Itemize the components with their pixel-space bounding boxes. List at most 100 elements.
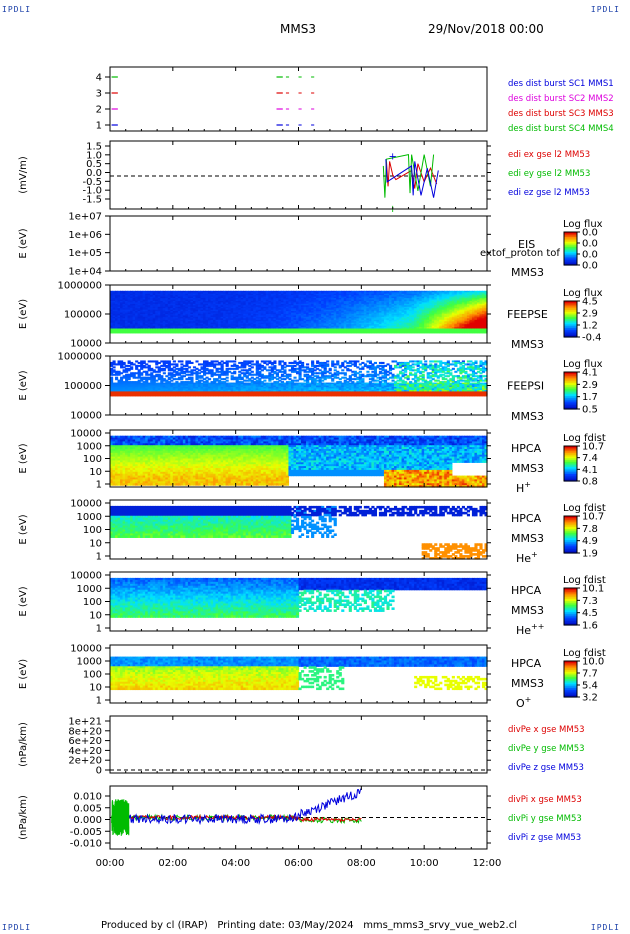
heatmap-cell <box>298 290 302 293</box>
heatmap-cell <box>187 296 192 299</box>
heatmap-cell <box>285 312 290 315</box>
heatmap-cell <box>145 314 149 317</box>
heatmap-cell <box>366 314 370 317</box>
heatmap-cell <box>258 303 262 306</box>
heatmap-cell <box>288 293 292 296</box>
heatmap-cell <box>363 322 367 325</box>
heatmap-cell <box>311 311 315 314</box>
heatmap-cell <box>165 327 169 330</box>
heatmap-cell <box>150 303 154 306</box>
heatmap-cell <box>245 315 249 318</box>
colorbar-eis-swatch <box>564 255 577 258</box>
heatmap-cell <box>223 311 227 314</box>
heatmap-cell <box>225 321 229 324</box>
heatmap-cell <box>295 315 300 318</box>
heatmap-cell <box>223 290 227 293</box>
heatmap-cell <box>245 292 249 295</box>
heatmap-cell <box>250 302 254 305</box>
heatmap-cell <box>152 305 156 308</box>
heatmap-cell <box>223 324 227 327</box>
heatmap-cell <box>172 312 176 315</box>
heatmap-cell <box>175 308 179 311</box>
heatmap-cell <box>243 296 247 299</box>
heatmap-cell <box>170 318 174 321</box>
heatmap-cell <box>228 331 232 334</box>
heatmap-cell <box>172 298 176 301</box>
heatmap-cell <box>308 329 312 332</box>
heatmap-cell <box>388 293 393 296</box>
colorbar-eis-title: Log flux <box>563 219 603 230</box>
heatmap-cell <box>371 319 375 322</box>
heatmap-cell <box>280 306 285 309</box>
heatmap-cell <box>366 306 370 309</box>
y-title-feepse: E (eV) <box>18 299 29 329</box>
heatmap-cell <box>253 328 257 331</box>
heatmap-cell <box>205 306 209 309</box>
heatmap-cell <box>283 327 287 330</box>
heatmap-cell <box>283 331 287 334</box>
heatmap-cell <box>182 303 186 306</box>
heatmap-cell <box>303 299 307 302</box>
y-tick-label-burst: 4 <box>96 73 102 84</box>
heatmap-cell <box>125 321 129 324</box>
heatmap-cell <box>190 299 194 302</box>
heatmap-cell <box>273 312 277 315</box>
heatmap-cell <box>248 321 252 324</box>
heatmap-cell <box>187 325 192 328</box>
heatmap-cell <box>162 331 166 334</box>
heatmap-cell <box>187 322 192 325</box>
heatmap-cell <box>197 325 202 328</box>
heatmap-cell <box>353 309 357 312</box>
heatmap-cell <box>205 293 209 296</box>
heatmap-cell <box>295 328 300 331</box>
heatmap-cell <box>285 306 290 309</box>
heatmap-cell <box>243 300 247 303</box>
heatmap-cell <box>388 331 393 334</box>
heatmap-cell <box>235 322 239 325</box>
heatmap-cell <box>197 331 202 334</box>
heatmap-cell <box>208 293 212 296</box>
heatmap-cell <box>202 296 207 299</box>
heatmap-cell <box>373 324 378 327</box>
heatmap-cell <box>180 322 184 325</box>
heatmap-cell <box>120 298 124 301</box>
heatmap-cell <box>225 292 229 295</box>
heatmap-cell <box>157 327 161 330</box>
heatmap-cell <box>192 329 197 332</box>
heatmap-cell <box>351 306 355 309</box>
heatmap-cell <box>228 300 232 303</box>
heatmap-cell <box>167 290 171 293</box>
heatmap-cell <box>341 308 345 311</box>
heatmap-cell <box>376 325 380 328</box>
heatmap-cell <box>326 290 330 293</box>
heatmap-cell <box>265 308 269 311</box>
heatmap-cell <box>323 314 327 317</box>
heatmap-cell <box>341 300 345 303</box>
heatmap-cell <box>127 325 131 328</box>
heatmap-cell <box>285 300 290 303</box>
heatmap-cell <box>263 325 267 328</box>
heatmap-cell <box>311 306 315 309</box>
heatmap-cell <box>162 306 166 309</box>
heatmap-cell <box>228 295 232 298</box>
heatmap-cell <box>306 311 310 314</box>
heatmap-cell <box>283 305 287 308</box>
heatmap-cell <box>220 331 224 334</box>
heatmap-cell <box>228 312 232 315</box>
heatmap-cell <box>190 324 194 327</box>
heatmap-cell <box>368 292 372 295</box>
heatmap-cell <box>263 295 267 298</box>
heatmap-cell <box>343 328 347 331</box>
heatmap-cell <box>313 314 317 317</box>
heatmap-cell <box>356 325 360 328</box>
heatmap-cell <box>162 309 166 312</box>
heatmap-cell <box>160 327 164 330</box>
heatmap-cell <box>283 316 287 319</box>
heatmap-cell <box>230 325 234 328</box>
heatmap-cell <box>288 302 292 305</box>
heatmap-cell <box>331 322 335 325</box>
heatmap-cell <box>152 302 156 305</box>
heatmap-cell <box>308 324 312 327</box>
heatmap-cell <box>238 300 242 303</box>
heatmap-cell <box>117 292 121 295</box>
